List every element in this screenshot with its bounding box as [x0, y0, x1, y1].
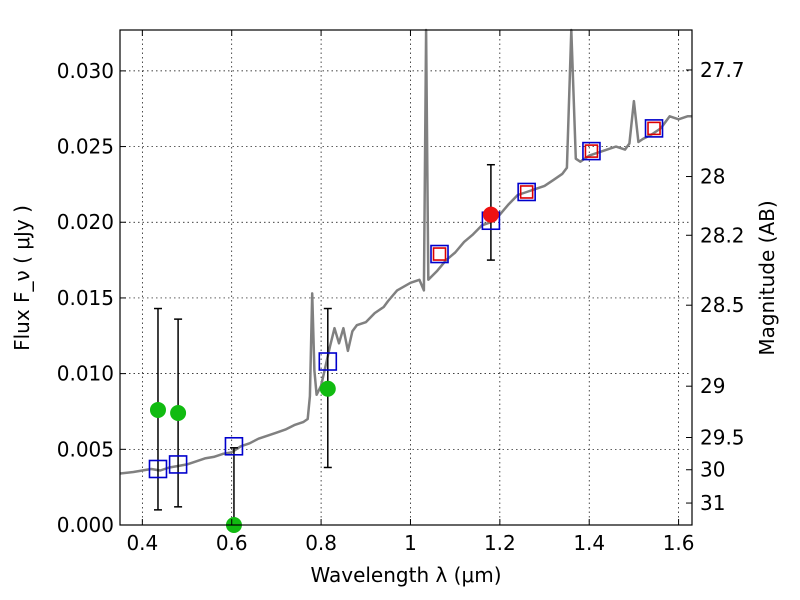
magnitude-tick-label: 28 — [700, 165, 725, 189]
model-fluxes-marker — [430, 244, 449, 264]
magnitude-tick-label: 28.5 — [700, 293, 745, 317]
y-axis-title-right: Magnitude (AB) — [755, 200, 779, 355]
observed-fluxes-red-marker — [584, 144, 599, 158]
ground-fluxes-marker — [319, 380, 336, 397]
model-fluxes-marker — [517, 182, 536, 202]
magnitude-tick-label: 31 — [700, 491, 725, 515]
y-tick-label: 0.030 — [57, 59, 114, 83]
hst-flux-marker — [482, 206, 499, 223]
y-tick-label: 0.000 — [57, 513, 114, 537]
model-fluxes-marker — [148, 459, 168, 479]
magnitude-tick-label: 28.2 — [700, 223, 745, 247]
tick-layer: 0.4 0.6 0.8 1 1.2 1.4 1.6 0.000 0.005 0.010 0.015 0… — [57, 30, 745, 555]
x-tick-label: 1 — [404, 531, 417, 555]
ground-fluxes-marker — [170, 404, 187, 421]
marker-layer — [148, 119, 664, 533]
x-tick-label: 1.2 — [484, 531, 516, 555]
model-fluxes-marker — [644, 119, 664, 138]
observed-fluxes-red-marker — [432, 247, 447, 261]
plot-frame — [119, 29, 693, 526]
template-spectrum — [119, 28, 692, 475]
y-tick-label: 0.005 — [57, 437, 114, 461]
y-tick-label: 0.010 — [57, 362, 114, 386]
x-tick-label: 0.8 — [305, 531, 337, 555]
model-fluxes-marker — [168, 455, 188, 474]
x-tick-label: 1.4 — [573, 531, 605, 555]
y-axis-title-left: Flux F_ν ( μJy ) — [10, 205, 34, 351]
magnitude-tick-label: 29.5 — [700, 426, 745, 450]
magnitude-tick-label: 29 — [700, 374, 725, 398]
model-fluxes-marker — [318, 352, 338, 371]
x-tick-label: 0.6 — [216, 531, 248, 555]
x-tick-label: 0.4 — [126, 531, 158, 555]
model-fluxes-marker — [582, 141, 601, 161]
spectrum-layer — [119, 28, 692, 475]
ground-fluxes-marker — [149, 401, 166, 418]
magnitude-tick-label: 27.7 — [700, 58, 745, 82]
y-tick-label: 0.020 — [57, 210, 114, 234]
observed-fluxes-red-marker — [519, 185, 534, 199]
y-tick-label: 0.015 — [57, 286, 114, 310]
errorbar-layer — [153, 163, 495, 526]
magnitude-tick-label: 30 — [700, 458, 725, 482]
model-fluxes-marker — [224, 436, 244, 456]
observed-fluxes-red-marker — [647, 121, 661, 136]
x-axis-title: Wavelength λ (μm) — [310, 563, 501, 587]
y-tick-label: 0.025 — [57, 135, 114, 159]
grid — [120, 30, 692, 526]
x-tick-label: 1.6 — [663, 531, 695, 555]
